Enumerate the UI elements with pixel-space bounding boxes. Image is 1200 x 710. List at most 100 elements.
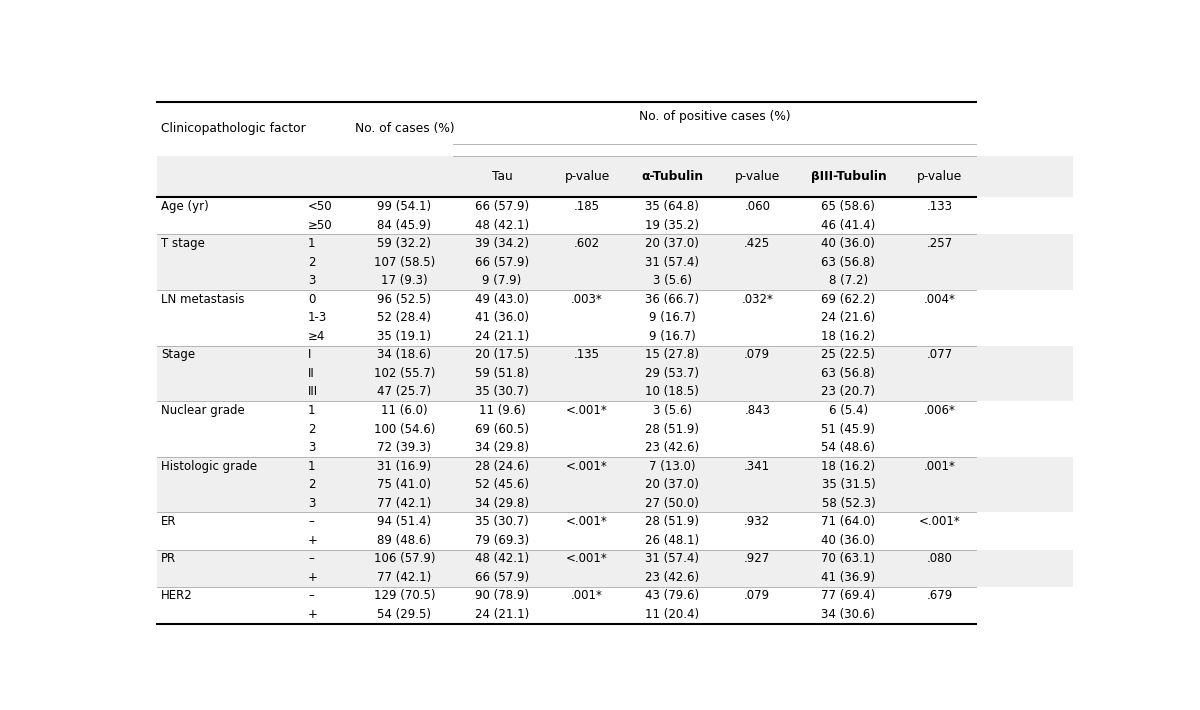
Text: 63 (56.8): 63 (56.8) — [822, 367, 875, 380]
Text: 9 (16.7): 9 (16.7) — [649, 311, 696, 324]
Text: ≥50: ≥50 — [308, 219, 332, 231]
Text: <50: <50 — [308, 200, 332, 213]
Bar — [157, 438, 1073, 457]
Text: .843: .843 — [744, 404, 770, 417]
Text: 23 (20.7): 23 (20.7) — [822, 386, 876, 398]
Text: 28 (51.9): 28 (51.9) — [646, 422, 700, 435]
Text: 51 (45.9): 51 (45.9) — [822, 422, 876, 435]
Text: 9 (7.9): 9 (7.9) — [482, 274, 522, 288]
Text: HER2: HER2 — [161, 589, 193, 602]
Text: 48 (42.1): 48 (42.1) — [475, 552, 529, 565]
Text: <.001*: <.001* — [919, 515, 960, 528]
Text: 100 (54.6): 100 (54.6) — [373, 422, 436, 435]
Text: 1: 1 — [308, 237, 316, 250]
Text: <.001*: <.001* — [566, 515, 608, 528]
Text: Stage: Stage — [161, 349, 196, 361]
Text: 11 (6.0): 11 (6.0) — [382, 404, 427, 417]
Text: 107 (58.5): 107 (58.5) — [373, 256, 434, 268]
Text: 94 (51.4): 94 (51.4) — [377, 515, 432, 528]
Text: 66 (57.9): 66 (57.9) — [475, 256, 529, 268]
Text: α-Tubulin: α-Tubulin — [641, 170, 703, 183]
Text: –: – — [308, 515, 314, 528]
Text: 3: 3 — [308, 441, 316, 454]
Text: .079: .079 — [744, 589, 770, 602]
Text: .135: .135 — [574, 349, 600, 361]
Text: p-value: p-value — [917, 170, 962, 183]
Text: –: – — [308, 552, 314, 565]
Text: 31 (57.4): 31 (57.4) — [646, 552, 700, 565]
Text: +: + — [308, 534, 318, 547]
Bar — [157, 513, 1073, 531]
Text: 6 (5.4): 6 (5.4) — [829, 404, 868, 417]
Text: 58 (52.3): 58 (52.3) — [822, 497, 875, 510]
Text: <.001*: <.001* — [566, 404, 608, 417]
Bar — [157, 197, 1073, 216]
Text: 3: 3 — [308, 274, 316, 288]
Text: .257: .257 — [926, 237, 953, 250]
Text: 18 (16.2): 18 (16.2) — [821, 459, 876, 473]
Text: .932: .932 — [744, 515, 770, 528]
Text: 20 (37.0): 20 (37.0) — [646, 478, 700, 491]
Text: 17 (9.3): 17 (9.3) — [382, 274, 427, 288]
Bar — [157, 346, 1073, 364]
Text: III: III — [308, 386, 318, 398]
Text: 10 (18.5): 10 (18.5) — [646, 386, 700, 398]
Text: .004*: .004* — [924, 293, 955, 306]
Text: 34 (29.8): 34 (29.8) — [475, 497, 529, 510]
Bar — [157, 568, 1073, 586]
Text: II: II — [308, 367, 314, 380]
Text: 8 (7.2): 8 (7.2) — [829, 274, 868, 288]
Text: +: + — [308, 608, 318, 621]
Text: 18 (16.2): 18 (16.2) — [821, 330, 876, 343]
Bar — [157, 550, 1073, 568]
Text: –: – — [308, 589, 314, 602]
Text: 69 (60.5): 69 (60.5) — [475, 422, 529, 435]
Text: PR: PR — [161, 552, 176, 565]
Text: 75 (41.0): 75 (41.0) — [377, 478, 431, 491]
Text: 3 (5.6): 3 (5.6) — [653, 274, 691, 288]
Bar — [157, 102, 1073, 156]
Text: 41 (36.0): 41 (36.0) — [475, 311, 529, 324]
Text: 26 (48.1): 26 (48.1) — [646, 534, 700, 547]
Text: 40 (36.0): 40 (36.0) — [822, 237, 875, 250]
Text: 106 (57.9): 106 (57.9) — [373, 552, 436, 565]
Bar — [157, 531, 1073, 550]
Text: 20 (17.5): 20 (17.5) — [475, 349, 529, 361]
Text: 24 (21.1): 24 (21.1) — [475, 608, 529, 621]
Text: 7 (13.0): 7 (13.0) — [649, 459, 696, 473]
Text: .003*: .003* — [571, 293, 602, 306]
Text: 40 (36.0): 40 (36.0) — [822, 534, 875, 547]
Text: 35 (31.5): 35 (31.5) — [822, 478, 875, 491]
Text: .927: .927 — [744, 552, 770, 565]
Text: 99 (54.1): 99 (54.1) — [377, 200, 432, 213]
Text: 11 (20.4): 11 (20.4) — [646, 608, 700, 621]
Bar — [157, 309, 1073, 327]
Text: .032*: .032* — [742, 293, 773, 306]
Text: 59 (32.2): 59 (32.2) — [377, 237, 431, 250]
Text: ER: ER — [161, 515, 176, 528]
Text: 11 (9.6): 11 (9.6) — [479, 404, 526, 417]
Bar — [157, 383, 1073, 401]
Text: 47 (25.7): 47 (25.7) — [377, 386, 432, 398]
Text: No. of cases (%): No. of cases (%) — [354, 122, 454, 136]
Text: 102 (55.7): 102 (55.7) — [373, 367, 436, 380]
Text: 34 (30.6): 34 (30.6) — [822, 608, 875, 621]
Text: No. of positive cases (%): No. of positive cases (%) — [638, 111, 791, 124]
Text: .080: .080 — [926, 552, 953, 565]
Text: T stage: T stage — [161, 237, 205, 250]
Text: 31 (57.4): 31 (57.4) — [646, 256, 700, 268]
Bar — [157, 457, 1073, 476]
Text: 1: 1 — [308, 459, 316, 473]
Text: p-value: p-value — [734, 170, 780, 183]
Text: 72 (39.3): 72 (39.3) — [377, 441, 431, 454]
Text: 3: 3 — [308, 497, 316, 510]
Text: .060: .060 — [744, 200, 770, 213]
Bar — [157, 327, 1073, 346]
Text: 79 (69.3): 79 (69.3) — [475, 534, 529, 547]
Text: 84 (45.9): 84 (45.9) — [377, 219, 431, 231]
Text: 9 (16.7): 9 (16.7) — [649, 330, 696, 343]
Text: 77 (42.1): 77 (42.1) — [377, 497, 432, 510]
Bar — [157, 156, 1073, 197]
Text: Age (yr): Age (yr) — [161, 200, 209, 213]
Text: .001*: .001* — [571, 589, 604, 602]
